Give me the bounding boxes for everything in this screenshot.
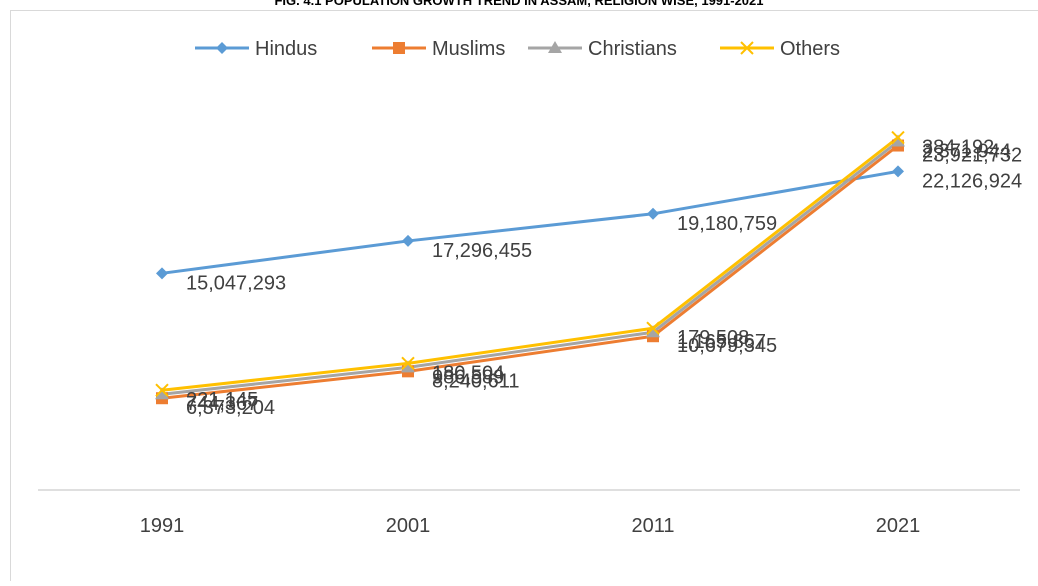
series-line-christians: [162, 142, 898, 395]
data-label-others-2011: 179,508: [677, 327, 749, 349]
data-label-hindus-1991: 15,047,293: [186, 272, 286, 294]
data-label-hindus-2021: 22,126,924: [922, 170, 1022, 192]
x-tick-label-2021: 2021: [876, 515, 921, 537]
x-tick-label-2001: 2001: [386, 515, 431, 537]
legend: Hindus Muslims Christians Others: [195, 38, 840, 60]
data-point-hindus-2011: [647, 208, 659, 220]
legend-label-muslims: Muslims: [432, 38, 505, 60]
x-tick-labels: 1991 2001 2011 2021: [140, 515, 921, 537]
legend-item-others: Others: [720, 38, 840, 60]
data-point-hindus-2021: [892, 165, 904, 177]
legend-label-others: Others: [780, 38, 840, 60]
legend-label-christians: Christians: [588, 38, 677, 60]
legend-item-hindus: Hindus: [195, 38, 317, 60]
x-tick-label-1991: 1991: [140, 515, 185, 537]
legend-label-hindus: Hindus: [255, 38, 317, 60]
data-point-hindus-1991: [156, 267, 168, 279]
data-label-others-2001: 180,504: [432, 362, 504, 384]
data-label-hindus-2001: 17,296,455: [432, 240, 532, 262]
legend-item-muslims: Muslims: [372, 38, 505, 60]
x-tick-label-2011: 2011: [631, 515, 674, 537]
data-label-hindus-2011: 19,180,759: [677, 213, 777, 235]
data-label-others-1991: 221,145: [186, 389, 258, 411]
series-lines: [162, 138, 898, 399]
series-markers: [155, 132, 905, 405]
chart-title: FIG. 4.1 POPULATION GROWTH TREND IN ASSA…: [0, 0, 1038, 8]
chart-frame: [11, 11, 1038, 582]
legend-item-christians: Christians: [528, 38, 677, 60]
legend-marker-muslims: [393, 42, 405, 54]
series-line-others: [162, 138, 898, 391]
legend-marker-hindus: [216, 42, 228, 54]
data-point-hindus-2001: [402, 235, 414, 247]
data-label-others-2021: 384,192: [922, 137, 994, 159]
